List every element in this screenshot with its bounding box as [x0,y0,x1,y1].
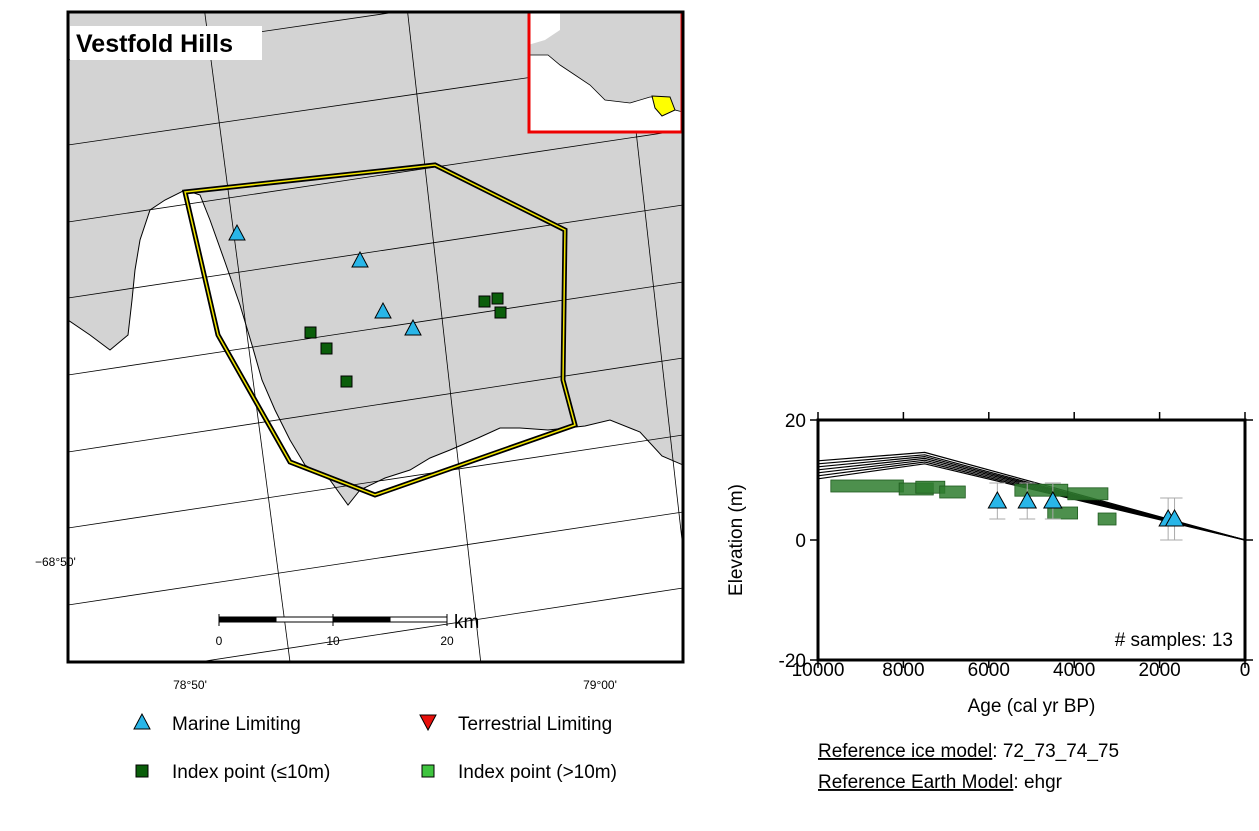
references: Reference ice model: 72_73_74_75Referenc… [818,741,1119,793]
legend-marker [135,764,149,778]
y-tick-label: -20 [779,651,806,672]
scale-segment [389,616,448,623]
reference-label: Reference ice model [818,741,992,762]
inset [527,12,683,134]
legend-label: Index point (≤10m) [172,762,330,783]
scale-label: 0 [216,634,223,648]
chart: 10000 8000 6000 4000 2000 0 -20 0 20 # samples: 1… [726,411,1253,717]
scale-label: 20 [440,634,454,648]
reference-label: Reference Earth Model [818,772,1013,793]
index-box [1067,487,1109,501]
marine-points [228,223,422,336]
reference-value: : 72_73_74_75 [992,741,1119,762]
legend-label: Marine Limiting [172,714,301,735]
legend-label: Index point (>10m) [458,762,617,783]
legend: Marine Limiting Terrestrial Limiting Index… [133,712,617,783]
reference-value: : ehgr [1013,772,1062,793]
map: Vestfold Hills [68,12,683,662]
scale-segment [218,616,277,623]
index-box [1014,483,1069,497]
map-title: Vestfold Hills [76,30,233,58]
model-line [817,451,1246,541]
lon-label: 78°50' [173,678,207,692]
index-points [304,292,507,388]
scale-label: 10 [326,634,340,648]
marine-point [1042,490,1063,509]
index-box [939,485,966,499]
plot-frame [816,418,1247,662]
scale-segment [275,616,334,623]
y-tick-label: 0 [795,531,806,552]
index-box [830,479,904,493]
index-box [1097,512,1117,526]
lon-label: 79°00' [583,678,617,692]
reference: Reference Earth Model: ehgr [818,772,1063,793]
y-tick-label: 20 [785,411,806,432]
marine-point [1164,508,1185,527]
x-tick-label: 10000 [792,660,845,681]
annotation: # samples: 13 [1115,630,1233,651]
legend-label: Terrestrial Limiting [458,714,612,735]
marine-point [987,490,1008,509]
scale-unit: km [454,612,479,633]
x-tick-label: 8000 [882,660,924,681]
marine-point [1017,490,1038,509]
legend-marker [133,712,151,730]
x-tick-label: 4000 [1053,660,1095,681]
x-tick-label: 0 [1240,660,1251,681]
x-tick-label: 2000 [1138,660,1180,681]
legend-marker [421,764,435,778]
y-axis-label: Elevation (m) [726,484,747,596]
lat-label: −68°50' [35,555,76,569]
index-box [1047,506,1079,520]
x-tick-label: 6000 [968,660,1010,681]
x-axis-label: Age (cal yr BP) [968,696,1096,717]
scale-segment [332,616,391,623]
legend-marker [419,714,437,732]
map-frame [66,10,685,664]
model-line [817,463,1246,541]
reference: Reference ice model: 72_73_74_75 [818,741,1119,762]
